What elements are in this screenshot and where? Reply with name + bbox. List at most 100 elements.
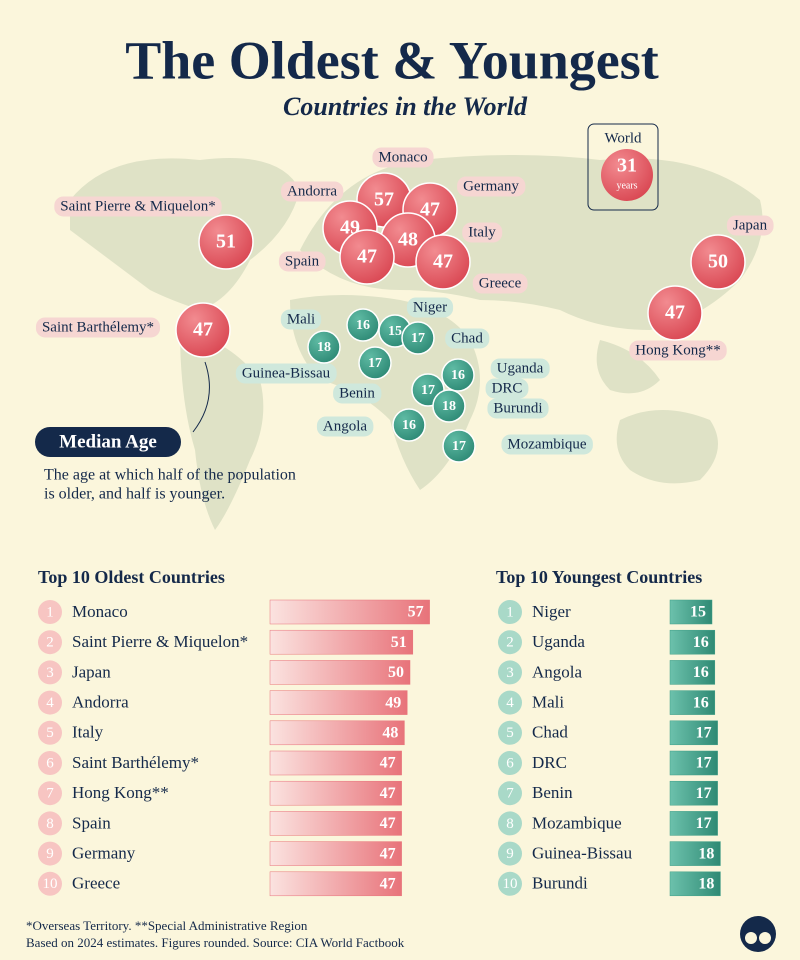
label-pill [487,398,549,419]
category-label: Saint Barthélemy* [72,753,199,772]
map-label: Japan [726,215,774,236]
note-title: Median Age [59,431,157,452]
world-label: World [604,130,642,146]
bubble-value: 47 [433,251,453,273]
label-pill [54,196,222,217]
rank-circle [38,660,62,685]
label-pill [406,297,454,318]
rank-circle [38,751,62,775]
rank-number: 7 [506,786,514,802]
rank-number: 3 [46,665,54,681]
world-value: 31 [617,155,637,177]
rank-circle [38,811,62,836]
category-label: Spain [72,813,111,832]
list-title: Top 10 Oldest Countries [38,567,225,587]
map-label: DRC [485,378,529,399]
label-pill [485,378,529,399]
rank-number: 8 [46,816,54,832]
age-bubble [432,389,466,423]
bubble-value: 48 [398,229,418,251]
rank-circle [498,751,522,775]
rank-number: 1 [506,604,514,620]
bar-value: 57 [408,604,424,621]
rank-circle [498,720,522,745]
bubble-value: 51 [216,231,236,253]
country-label: Guinea-Bissau [242,365,331,381]
bar [669,690,716,715]
bar [269,780,402,806]
bubble-value: 47 [357,246,377,268]
bubble-value: 50 [708,251,728,273]
country-label: Hong Kong** [635,342,720,358]
logo [740,916,776,952]
rank-circle [498,660,522,685]
category-label: Saint Pierre & Miquelon* [72,632,248,651]
bar-value: 47 [380,845,396,862]
label-pill [281,181,344,202]
rank-number: 2 [46,635,54,651]
map-label: Hong Kong** [629,340,727,361]
footer-text: Based on 2024 estimates. Figures rounded… [26,935,405,950]
rank-circle [38,781,62,806]
bubble-value: 17 [452,439,466,454]
country-label: Saint Barthélemy* [42,319,154,335]
age-bubble [307,330,341,364]
map-label: Monaco [372,147,434,168]
map-label: Saint Barthélemy* [35,317,161,338]
category-label: Mali [532,693,564,712]
rank-circle [498,811,522,836]
map-label: Benin [333,383,382,404]
country-label: Chad [451,330,483,346]
map-label: Germany [457,176,526,197]
bar-value: 17 [696,724,712,741]
rank-circle [38,871,62,896]
country-label: Angola [323,418,368,434]
label-pill [280,309,322,330]
bubble-value: 16 [451,368,465,383]
age-bubble [175,302,231,358]
bar-value: 18 [698,845,714,862]
map-label: Italy [462,222,503,243]
country-label: Saint Pierre & Miquelon* [60,198,215,214]
bar-value: 48 [382,724,398,741]
bar-value: 50 [388,664,404,681]
category-label: Mozambique [532,813,622,832]
title: The Oldest & Youngest [125,30,659,90]
label-pill [472,273,528,294]
note-text: The age at which half of the population [44,467,296,484]
map-label: Chad [445,328,490,349]
rank-number: 4 [506,695,514,711]
bar [269,841,402,866]
age-bubble [401,321,435,355]
label-pill [490,358,550,379]
category-label: Niger [532,602,571,621]
bar-value: 49 [385,694,401,711]
bubble-value: 17 [368,356,382,371]
rank-number: 4 [46,695,54,711]
bar [669,720,718,746]
bubble-value: 57 [374,189,394,211]
rank-number: 8 [506,816,514,832]
map-label: Andorra [281,181,344,202]
rank-circle [498,871,522,896]
bar [269,750,402,776]
label-pill [462,222,503,243]
bubble-value: 16 [402,418,416,433]
rank-number: 5 [46,725,54,741]
bar [669,599,713,625]
bar [669,811,718,836]
map-label: Saint Pierre & Miquelon* [54,196,222,217]
country-label: Greece [479,275,522,291]
world-box [587,123,659,211]
bar-value: 17 [696,755,712,772]
country-label: Mali [287,311,315,327]
bubble-value: 47 [193,319,213,341]
map-label: Mozambique [501,434,593,455]
bar-value: 47 [380,875,396,892]
bubble-value: 17 [421,383,435,398]
bar [669,841,721,866]
rank-number: 9 [506,846,514,862]
bubble-value: 47 [420,199,440,221]
world-unit: years [616,180,637,191]
world-bubble [601,149,653,201]
